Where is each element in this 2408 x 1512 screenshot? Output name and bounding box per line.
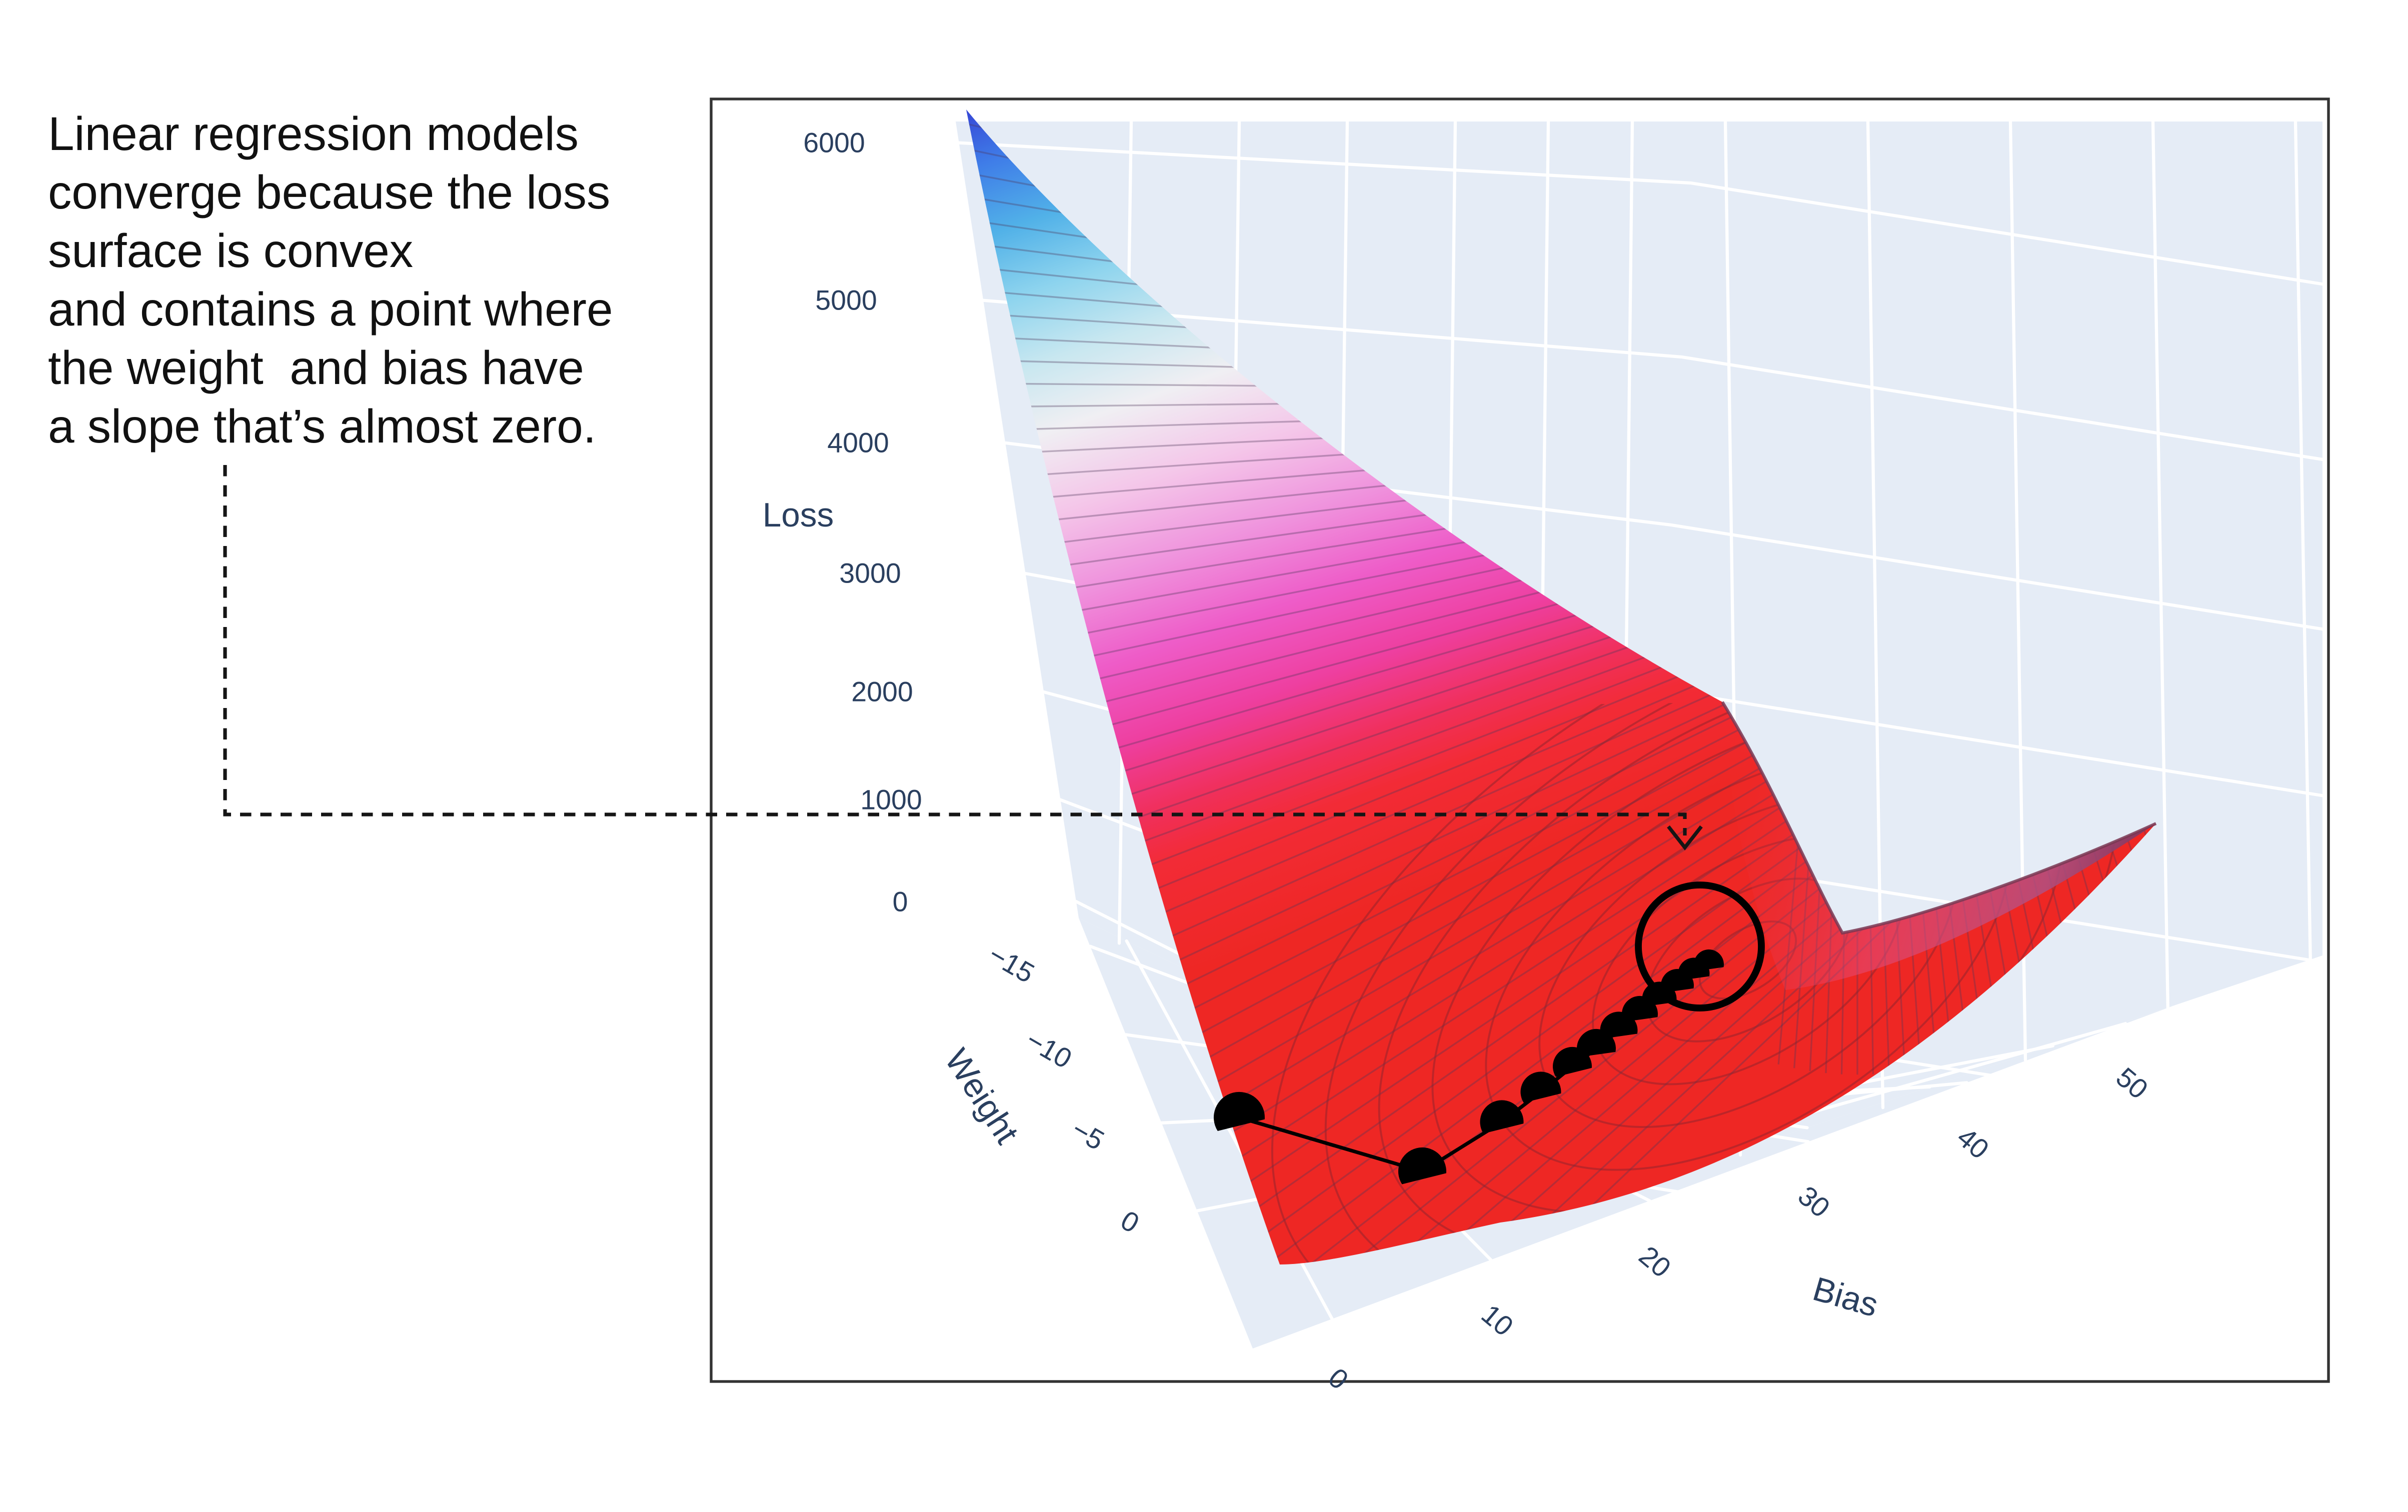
annotation-arrow-dotted-line	[223, 465, 1687, 836]
convergence-circle	[1635, 882, 1765, 1012]
surface-stripe	[966, 596, 1734, 912]
loss-tick-label: 5000	[815, 285, 877, 316]
surface-stripe	[966, 461, 1460, 520]
surface-stripe	[966, 522, 1569, 666]
descent-dot	[1213, 1092, 1265, 1132]
annotation-line: a slope that’s almost zero.	[48, 400, 596, 453]
annotation-arrow	[223, 465, 1703, 850]
wall-loss-gridline	[951, 140, 2324, 286]
surface-stripe	[966, 563, 1653, 786]
descent-dot	[1693, 949, 1724, 972]
surface-stripe	[966, 544, 1612, 726]
surface-stripe	[966, 627, 1830, 1074]
wall-weight-gridline	[2151, 120, 2170, 1014]
annotation-arrow-head	[1667, 825, 1703, 850]
surface-fill	[966, 110, 2156, 1264]
surface-stripe	[966, 447, 1438, 492]
surface-stripe	[966, 610, 1773, 976]
surface-stripe	[966, 474, 1482, 549]
bowl-rim-shading	[1722, 702, 2156, 990]
annotation-line: and contains a point where	[48, 283, 613, 336]
surface-stripe	[966, 572, 1674, 818]
annotation-line: Linear regression models	[48, 108, 579, 160]
loss-tick-label: 3000	[839, 558, 901, 589]
descent-dot	[1480, 1100, 1524, 1134]
loss-axis-title: Loss	[763, 496, 834, 534]
surface-stripe	[966, 622, 1811, 1042]
surface-stripe	[966, 554, 1632, 756]
loss-tick-label: 4000	[827, 428, 889, 458]
bowl-rim-edge	[1721, 701, 2157, 935]
annotation-line: the weight and bias have	[48, 342, 584, 394]
surface-stripe	[966, 580, 1694, 849]
loss-tick-label: 6000	[803, 128, 865, 158]
surface-stripe	[966, 616, 1792, 1008]
surface-stripe	[966, 512, 1548, 636]
annotation-line: converge because the loss	[48, 166, 610, 219]
wall-loss-gridline	[977, 298, 2324, 462]
surface-stripe	[966, 418, 1393, 437]
surface-stripe	[966, 534, 1590, 696]
surface-stripe	[966, 588, 1714, 880]
plot-area[interactable]	[772, 99, 2355, 1512]
loss-tick-label: 0	[893, 886, 908, 918]
annotation-line: surface is convex	[48, 224, 413, 278]
descent-dot	[1398, 1147, 1446, 1184]
annotation-text: Linear regression models converge because…	[48, 108, 613, 453]
loss-tick-label: 1000	[860, 784, 922, 816]
wall-weight-gridline	[2293, 120, 2312, 967]
surface-stripe	[966, 500, 1526, 606]
surface-stripe	[966, 402, 1370, 410]
surface-stripe	[966, 602, 1754, 944]
surface-stripe	[966, 488, 1504, 578]
descent-dot	[1520, 1072, 1561, 1103]
surface-stripe	[966, 432, 1415, 465]
loss-tick-label: 2000	[851, 676, 913, 708]
